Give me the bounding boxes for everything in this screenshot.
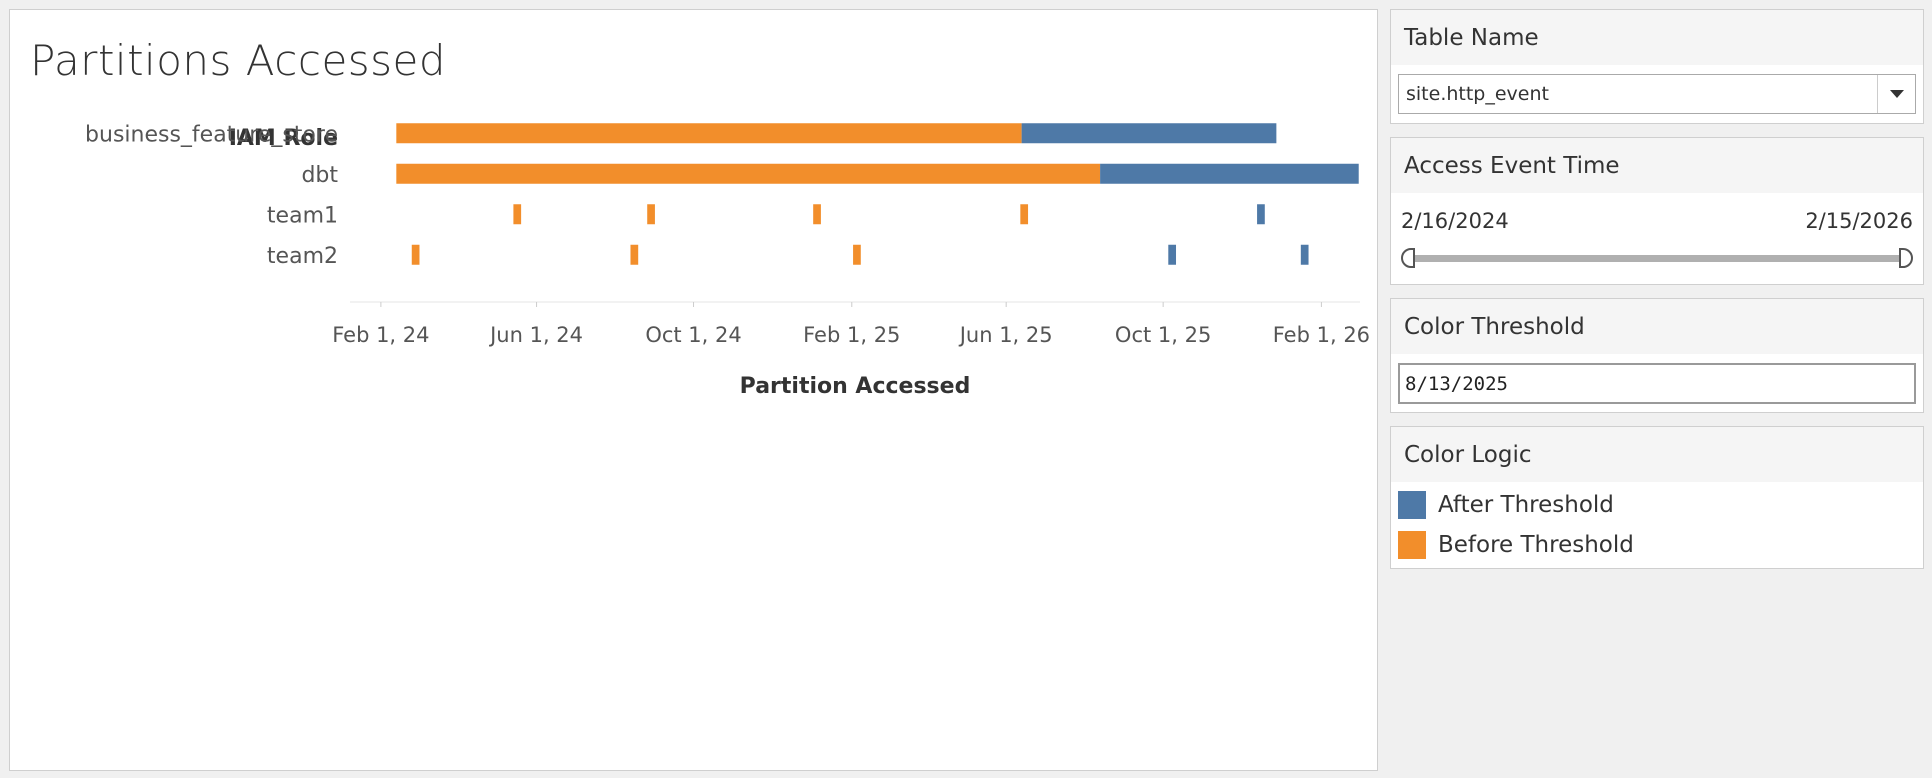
access-event-time-filter: Access Event Time 2/16/2024 2/15/2026 [1390,137,1924,285]
bar-mark [1168,244,1177,265]
legend-label: Before Threshold [1438,532,1634,558]
bar-mark [396,123,1022,144]
color-threshold-input[interactable] [1398,363,1916,404]
bar-mark [853,244,861,265]
chart-title: Partitions Accessed [30,36,447,85]
legend-swatch [1398,531,1426,559]
legend-item-after-threshold[interactable]: After Threshold [1398,491,1614,519]
legend-swatch [1398,491,1426,519]
table-name-label: Table Name [1391,10,1923,65]
bar-mark [1300,244,1309,265]
bar-mark [1021,123,1277,144]
row-header: IAM Role [229,126,338,151]
range-end-value: 2/15/2026 [1805,209,1913,233]
range-slider-end-handle[interactable] [1899,248,1913,268]
x-tick-label: Feb 1, 26 [1273,323,1370,347]
category-label: dbt [301,163,338,188]
bar-mark [513,204,522,225]
x-tick-label: Oct 1, 25 [1115,323,1211,347]
range-start-value: 2/16/2024 [1401,209,1509,233]
color-threshold-label: Color Threshold [1391,299,1923,354]
x-tick-label: Feb 1, 25 [803,323,900,347]
color-threshold-filter: Color Threshold [1390,298,1924,413]
bar-mark [1257,204,1265,225]
x-tick-label: Jun 1, 25 [958,323,1053,347]
table-name-value: site.http_event [1406,83,1549,105]
table-name-dropdown[interactable]: site.http_event [1398,74,1916,114]
legend-item-before-threshold[interactable]: Before Threshold [1398,531,1634,559]
x-axis-title: Partition Accessed [740,374,971,399]
category-label: team2 [267,244,338,269]
color-logic-legend: Color Logic After Threshold Before Thres… [1390,426,1924,569]
table-name-filter: Table Name site.http_event [1390,9,1924,124]
x-tick-label: Jun 1, 24 [488,323,583,347]
category-label: business_feature_store [85,122,338,147]
legend-label: After Threshold [1438,492,1614,518]
range-slider-track[interactable] [1411,255,1903,262]
chart-panel: Partitions Accessed IAM Role business_fea… [9,9,1378,771]
bar-mark [1100,163,1359,184]
bar-mark [813,204,821,225]
chevron-down-icon[interactable] [1877,75,1915,113]
category-label: team1 [267,203,338,228]
bar-mark [411,244,420,265]
bar-mark [630,244,639,265]
x-tick-label: Oct 1, 24 [645,323,741,347]
legend-title: Color Logic [1391,427,1923,482]
range-slider-start-handle[interactable] [1401,248,1415,268]
access-event-time-label: Access Event Time [1391,138,1923,193]
x-tick-label: Feb 1, 24 [332,323,429,347]
bar-mark [1020,204,1029,225]
bar-mark [396,163,1101,184]
bar-mark [647,204,655,225]
range-labels: 2/16/2024 2/15/2026 [1401,209,1913,233]
